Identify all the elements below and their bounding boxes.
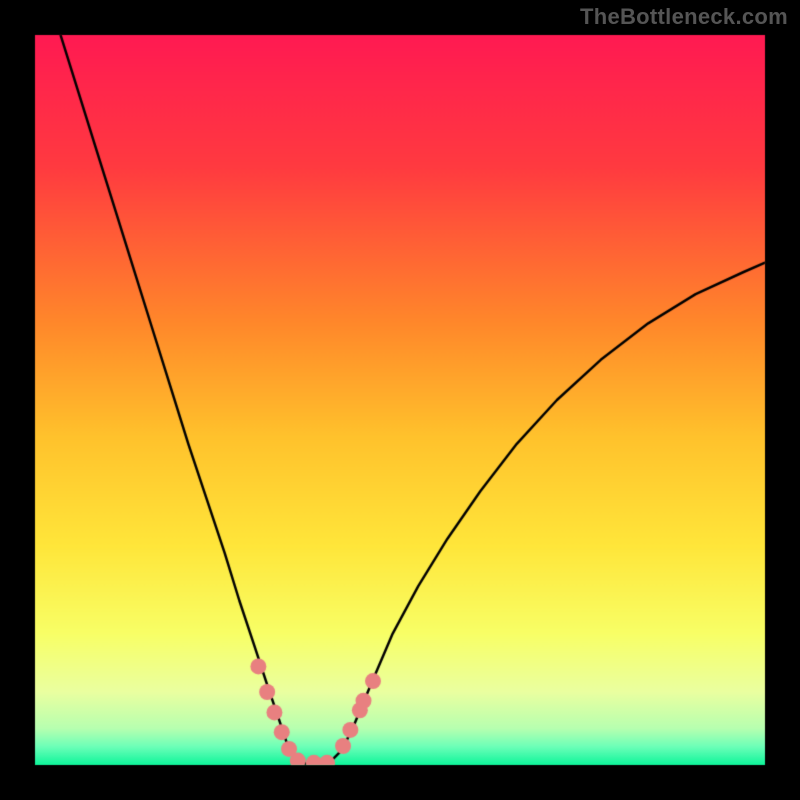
watermark-text: TheBottleneck.com xyxy=(580,4,788,30)
curve-canvas xyxy=(0,0,800,800)
chart-root: TheBottleneck.com xyxy=(0,0,800,800)
